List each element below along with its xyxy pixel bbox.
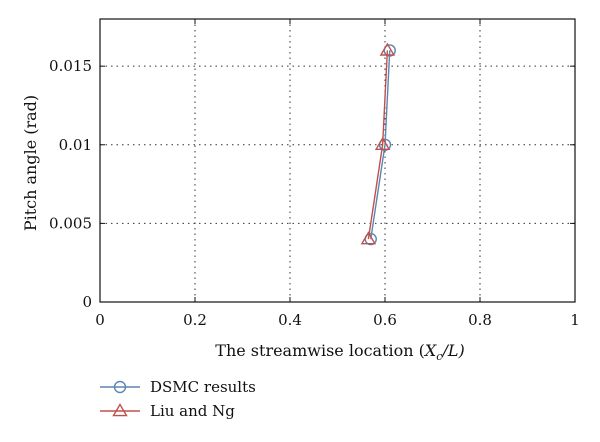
legend-label: DSMC results [150,378,256,396]
x-axis-label-suffix: /L) [440,341,464,360]
y-tick-label: 0 [82,293,92,311]
x-tick-label: 0.2 [183,311,207,329]
ticks-layer: 0 0.2 0.4 0.6 0.8 1 0 0.005 0.01 0.015 [49,19,580,329]
legend-entry-liu-ng: Liu and Ng [100,402,235,420]
y-axis-label: Pitch angle (rad) [21,95,40,231]
series-line-dsmc [370,50,391,240]
legend-marker [113,380,127,394]
x-tick-label: 0.4 [278,311,302,329]
y-tick-label: 0.01 [59,136,92,154]
x-axis-label-sub: c [436,350,442,363]
data-point-liu-ng [360,231,377,245]
grid-layer [100,19,575,302]
x-axis-label-prefix: The streamwise location ( [215,341,425,360]
y-tick-label: 0.005 [49,214,92,232]
x-tick-label: 0.8 [468,311,492,329]
legend-label: Liu and Ng [150,402,235,420]
legend-entry-dsmc: DSMC results [100,378,256,396]
data-point-liu-ng [379,42,396,56]
x-tick-label: 1 [570,311,580,329]
x-tick-label: 0.6 [373,311,397,329]
series-line-liu-ng [367,50,389,240]
legend: DSMC results Liu and Ng [100,378,256,420]
y-tick-label: 0.015 [49,57,92,75]
data-point-liu-ng [374,136,391,151]
plot-frame [99,18,576,303]
legend-marker [112,403,128,417]
x-axis-label: The streamwise location (Xc/L) [215,341,464,363]
x-tick-label: 0 [95,311,105,329]
x-axis-label-var: X [423,341,437,360]
series-layer [360,42,396,246]
